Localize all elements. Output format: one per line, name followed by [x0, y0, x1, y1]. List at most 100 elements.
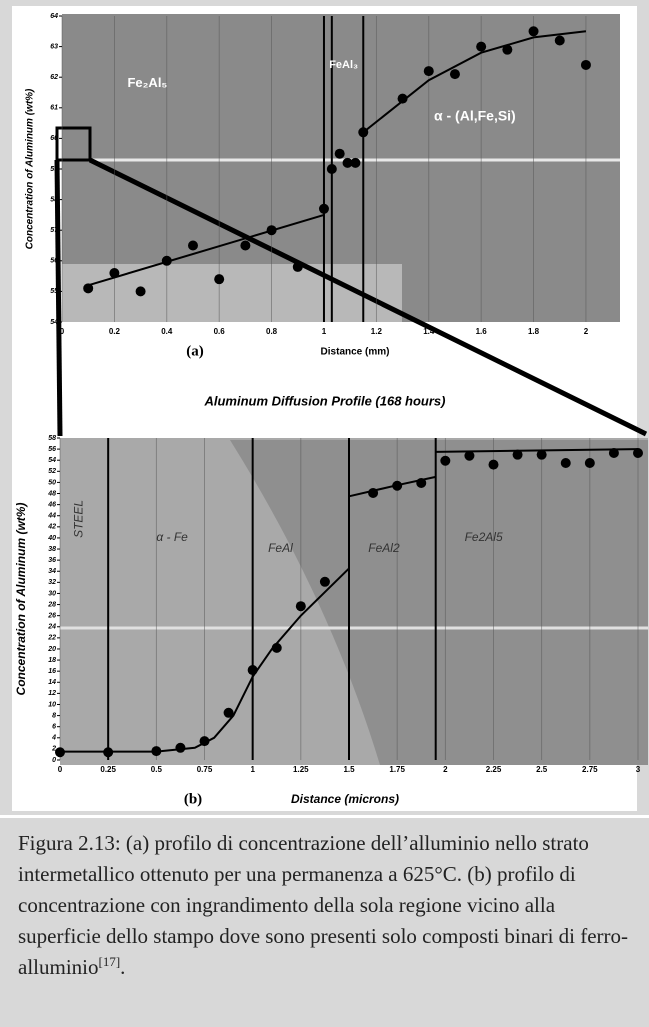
y-tick-label: 26	[47, 612, 56, 619]
y-tick-label: 59	[50, 166, 58, 173]
y-tick-label: 52	[48, 468, 56, 475]
x-axis-label: Distance (mm)	[321, 347, 390, 358]
data-point	[135, 286, 146, 297]
region-label: FeAl2	[368, 541, 400, 555]
y-tick-label: 28	[47, 601, 56, 608]
data-point	[175, 742, 186, 753]
data-point	[109, 268, 120, 279]
zoom-line	[54, 159, 63, 437]
data-point	[608, 447, 619, 458]
x-tick-label: 0.2	[109, 327, 121, 336]
y-tick-label: 32	[48, 579, 56, 586]
data-point	[83, 283, 94, 294]
data-point	[502, 44, 513, 55]
x-tick-label: 1.2	[371, 327, 383, 336]
region-label: α - (Al,Fe,Si)	[434, 108, 516, 124]
y-tick-label: 56	[50, 258, 58, 265]
data-point	[488, 459, 499, 470]
data-point	[536, 449, 547, 460]
fit-curve	[60, 567, 350, 753]
data-point	[449, 69, 460, 80]
data-point	[214, 274, 225, 285]
x-tick-label: 2.75	[582, 765, 598, 774]
caption-ref: [17]	[98, 954, 121, 969]
x-tick-label: 1.4	[423, 327, 435, 336]
data-point	[55, 747, 65, 758]
y-tick-label: 40	[47, 535, 56, 542]
x-tick-label: 3	[636, 765, 641, 774]
x-tick-label: 1.25	[293, 765, 309, 774]
x-tick-label: 1.75	[389, 765, 405, 774]
x-tick-label: 1.8	[528, 327, 540, 336]
figure: Aluminum Diffusion Profile (168 hours) 0…	[0, 0, 649, 815]
y-tick-label: 54	[50, 319, 58, 326]
x-tick-label: 2.5	[536, 765, 548, 774]
x-tick-label: 0.6	[214, 327, 226, 336]
y-tick-label: 57	[50, 227, 59, 234]
x-tick-label: 0	[60, 327, 65, 336]
region-label: FeAl₃	[329, 59, 358, 71]
data-point	[464, 450, 475, 461]
y-tick-label: 12	[48, 690, 56, 697]
y-tick-label: 24	[47, 624, 56, 631]
y-tick-label: 58	[50, 196, 58, 203]
data-point	[334, 148, 345, 159]
y-tick-label: 58	[48, 435, 56, 442]
data-point	[476, 41, 487, 52]
y-tick-label: 38	[48, 546, 56, 553]
panel-label: (b)	[184, 791, 202, 807]
y-tick-label: 54	[48, 457, 56, 464]
region-label: Fe₂Al₅	[127, 75, 167, 90]
x-tick-label: 1	[322, 327, 327, 336]
data-point	[350, 157, 361, 168]
region-label: FeAl	[268, 541, 293, 555]
y-tick-label: 30	[48, 590, 56, 597]
x-tick-label: 2	[584, 327, 589, 336]
x-tick-label: 0.8	[266, 327, 278, 336]
data-point	[342, 157, 353, 168]
y-tick-label: 64	[50, 13, 58, 20]
y-tick-label: 46	[47, 501, 56, 508]
y-tick-label: 55	[50, 288, 58, 295]
data-point	[584, 457, 595, 468]
data-point	[368, 487, 379, 498]
chart-title: Aluminum Diffusion Profile (168 hours)	[203, 393, 445, 408]
data-point	[240, 240, 251, 251]
region-label: STEEL	[71, 500, 85, 538]
fit-curve	[87, 213, 325, 287]
data-point	[416, 477, 427, 488]
data-point	[440, 455, 451, 466]
y-tick-label: 36	[48, 557, 56, 564]
data-point	[151, 746, 162, 757]
y-tick-label: 50	[48, 479, 56, 486]
x-tick-label: 0.5	[151, 765, 163, 774]
y-tick-label: 63	[50, 43, 58, 50]
data-point	[266, 225, 277, 236]
x-tick-label: 0.25	[100, 765, 116, 774]
data-point	[397, 93, 408, 104]
data-point	[223, 707, 234, 718]
data-point	[554, 35, 565, 46]
y-tick-label: 60	[50, 135, 58, 142]
y-tick-label: 62	[50, 74, 58, 81]
x-tick-label: 2	[443, 765, 448, 774]
y-tick-label: 42	[47, 524, 56, 531]
data-point	[103, 747, 114, 758]
zoom-line	[88, 157, 648, 437]
y-tick-label: 0	[52, 757, 56, 764]
data-point	[560, 457, 571, 468]
data-point	[295, 601, 306, 612]
y-tick-label: 61	[50, 105, 58, 112]
y-tick-label: 44	[47, 513, 56, 520]
data-point	[319, 576, 330, 587]
y-tick-label: 2	[51, 746, 56, 753]
data-point	[271, 642, 282, 653]
x-tick-label: 0	[58, 765, 63, 774]
data-point	[423, 66, 434, 77]
data-point	[318, 203, 329, 214]
data-point	[292, 261, 303, 272]
data-point	[512, 449, 523, 460]
data-point	[633, 447, 643, 458]
y-tick-label: 56	[48, 446, 56, 453]
